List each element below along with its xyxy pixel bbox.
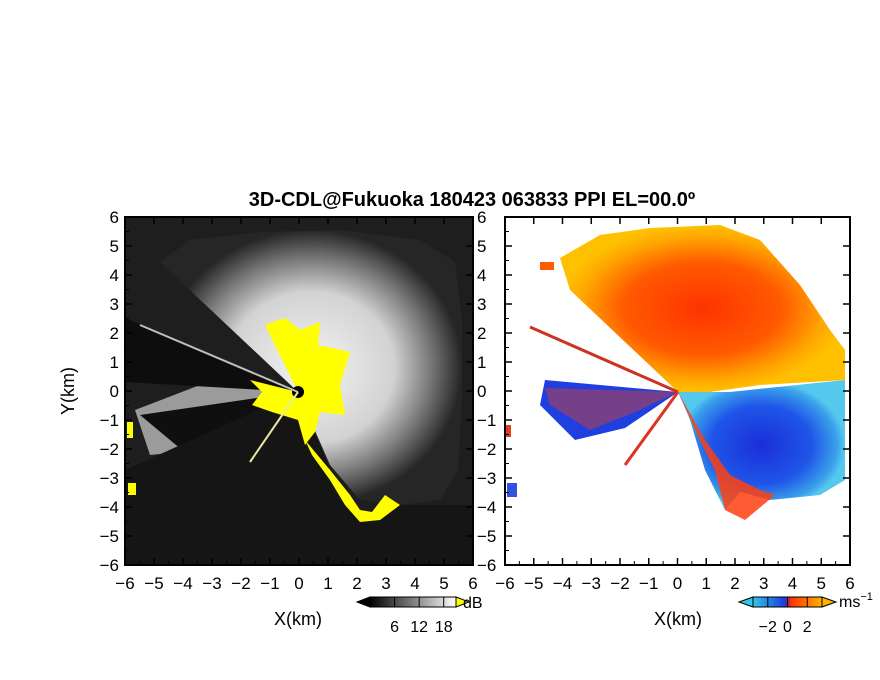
snr-ray [249,391,299,463]
x-tick-label: −2 [610,574,629,593]
velocity-fragment [507,483,517,497]
colorbar-tick-label: 2 [803,619,812,636]
snr-ray [139,324,299,393]
y-tick-label: −1 [100,411,119,430]
velocity-positive-west [545,388,678,430]
x-tick-label: −1 [260,574,279,593]
velocity-axis-ticks: −6 −5 −4 −3 −2 −1 0 1 2 3 4 5 6 [495,216,855,593]
x-tick-label: 0 [294,574,303,593]
snr-panel: −6 −5 −4 −3 −2 −1 0 1 2 3 4 5 66 65 54 43 32 21 10 0−1 −1−2−… [58,208,496,636]
velocity-positive-region [560,225,845,392]
y-tick-label: 6 [477,208,486,227]
snr-highlight-region [250,318,350,445]
y-tick-label: −5 [100,527,119,546]
y-tick-label: −6 [477,556,496,575]
snr-colorbar-gradient [369,596,457,608]
snr-axis-ticks: −6 −5 −4 −3 −2 −1 0 1 2 3 4 5 66 65 54 43 32 21 10 0−1 −1−2−… [100,208,497,593]
y-tick-label: 2 [110,324,119,343]
velocity-positive-south [678,392,775,520]
x-tick-label: −2 [231,574,250,593]
y-tick-label: 6 [110,208,119,227]
snr-colorbar-unit: dB [463,595,483,612]
x-tick-label: −6 [115,574,134,593]
y-tick-label: −1 [477,411,496,430]
velocity-ray [623,391,680,466]
snr-colorbar: 6 12 18 dB [355,595,483,636]
snr-colorbar-left-arrow [355,596,371,608]
snr-colorbar-right-arrow [455,596,471,608]
velocity-panel: −6 −5 −4 −3 −2 −1 0 1 2 3 4 5 6 X(km) −2 0 2 ms−1 [495,216,873,636]
y-tick-label: 5 [477,237,486,256]
x-tick-label: 0 [673,574,682,593]
x-tick-label: 6 [845,574,854,593]
velocity-ray [529,325,679,394]
x-tick-label: −3 [582,574,601,593]
y-tick-label: 3 [477,295,486,314]
y-tick-label: −4 [100,498,119,517]
y-tick-label: −5 [477,527,496,546]
y-tick-label: 1 [110,353,119,372]
x-tick-label: −4 [173,574,192,593]
y-tick-label: −4 [477,498,496,517]
x-tick-label: 4 [788,574,797,593]
y-tick-label: 3 [110,295,119,314]
x-tick-label: −3 [202,574,221,593]
velocity-colorbar-ticks: −2 0 2 [759,597,812,636]
x-tick-label: 3 [759,574,768,593]
velocity-colorbar: −2 0 2 ms−1 [737,591,873,636]
snr-highlight-edge [305,440,400,522]
velocity-negative-west [540,380,678,440]
y-tick-label: 0 [477,382,486,401]
x-tick-label: 2 [352,574,361,593]
x-tick-label: 3 [381,574,390,593]
colorbar-tick-label: −2 [759,619,777,636]
velocity-colorbar-unit-exponent: −1 [860,591,873,603]
velocity-fragment [540,262,554,270]
velocity-x-axis-label: X(km) [654,609,702,629]
chart-title: 3D-CDL@Fukuoka 180423 063833 PPI EL=00.0… [249,189,695,211]
snr-x-axis-label: X(km) [274,609,322,629]
x-tick-label: 5 [817,574,826,593]
colorbar-tick-label: 18 [435,619,453,636]
x-tick-label: 5 [439,574,448,593]
snr-blocked-south [125,392,473,565]
colorbar-tick-label: 0 [783,619,792,636]
y-tick-label: −6 [100,556,119,575]
x-tick-label: 6 [468,574,477,593]
y-tick-label: −3 [477,469,496,488]
snr-colorbar-ticks: 6 12 18 [390,597,453,636]
x-tick-label: −6 [495,574,514,593]
y-tick-label: 4 [477,266,486,285]
velocity-colorbar-left-arrow [737,596,754,608]
x-tick-label: −4 [553,574,572,593]
x-tick-label: 4 [410,574,419,593]
snr-highlight-fragment [128,483,136,495]
y-tick-label: −2 [100,440,119,459]
colorbar-tick-label: 12 [410,619,428,636]
y-tick-label: 1 [477,353,486,372]
x-tick-label: 1 [702,574,711,593]
snr-highlight-fragment [127,422,133,438]
y-tick-label: 2 [477,324,486,343]
x-tick-label: 2 [730,574,739,593]
y-tick-label: −3 [100,469,119,488]
x-tick-label: −5 [144,574,163,593]
velocity-colorbar-unit: ms−1 [839,591,873,611]
y-tick-label: 5 [110,237,119,256]
snr-y-axis-label: Y(km) [58,367,78,415]
velocity-fragment [505,425,511,437]
x-tick-label: −1 [639,574,658,593]
y-tick-label: −2 [477,440,496,459]
y-tick-label: 4 [110,266,119,285]
colorbar-tick-label: 6 [390,619,399,636]
y-tick-label: 0 [110,382,119,401]
x-tick-label: 1 [323,574,332,593]
x-tick-label: −5 [524,574,543,593]
velocity-colorbar-right-arrow [821,596,838,608]
